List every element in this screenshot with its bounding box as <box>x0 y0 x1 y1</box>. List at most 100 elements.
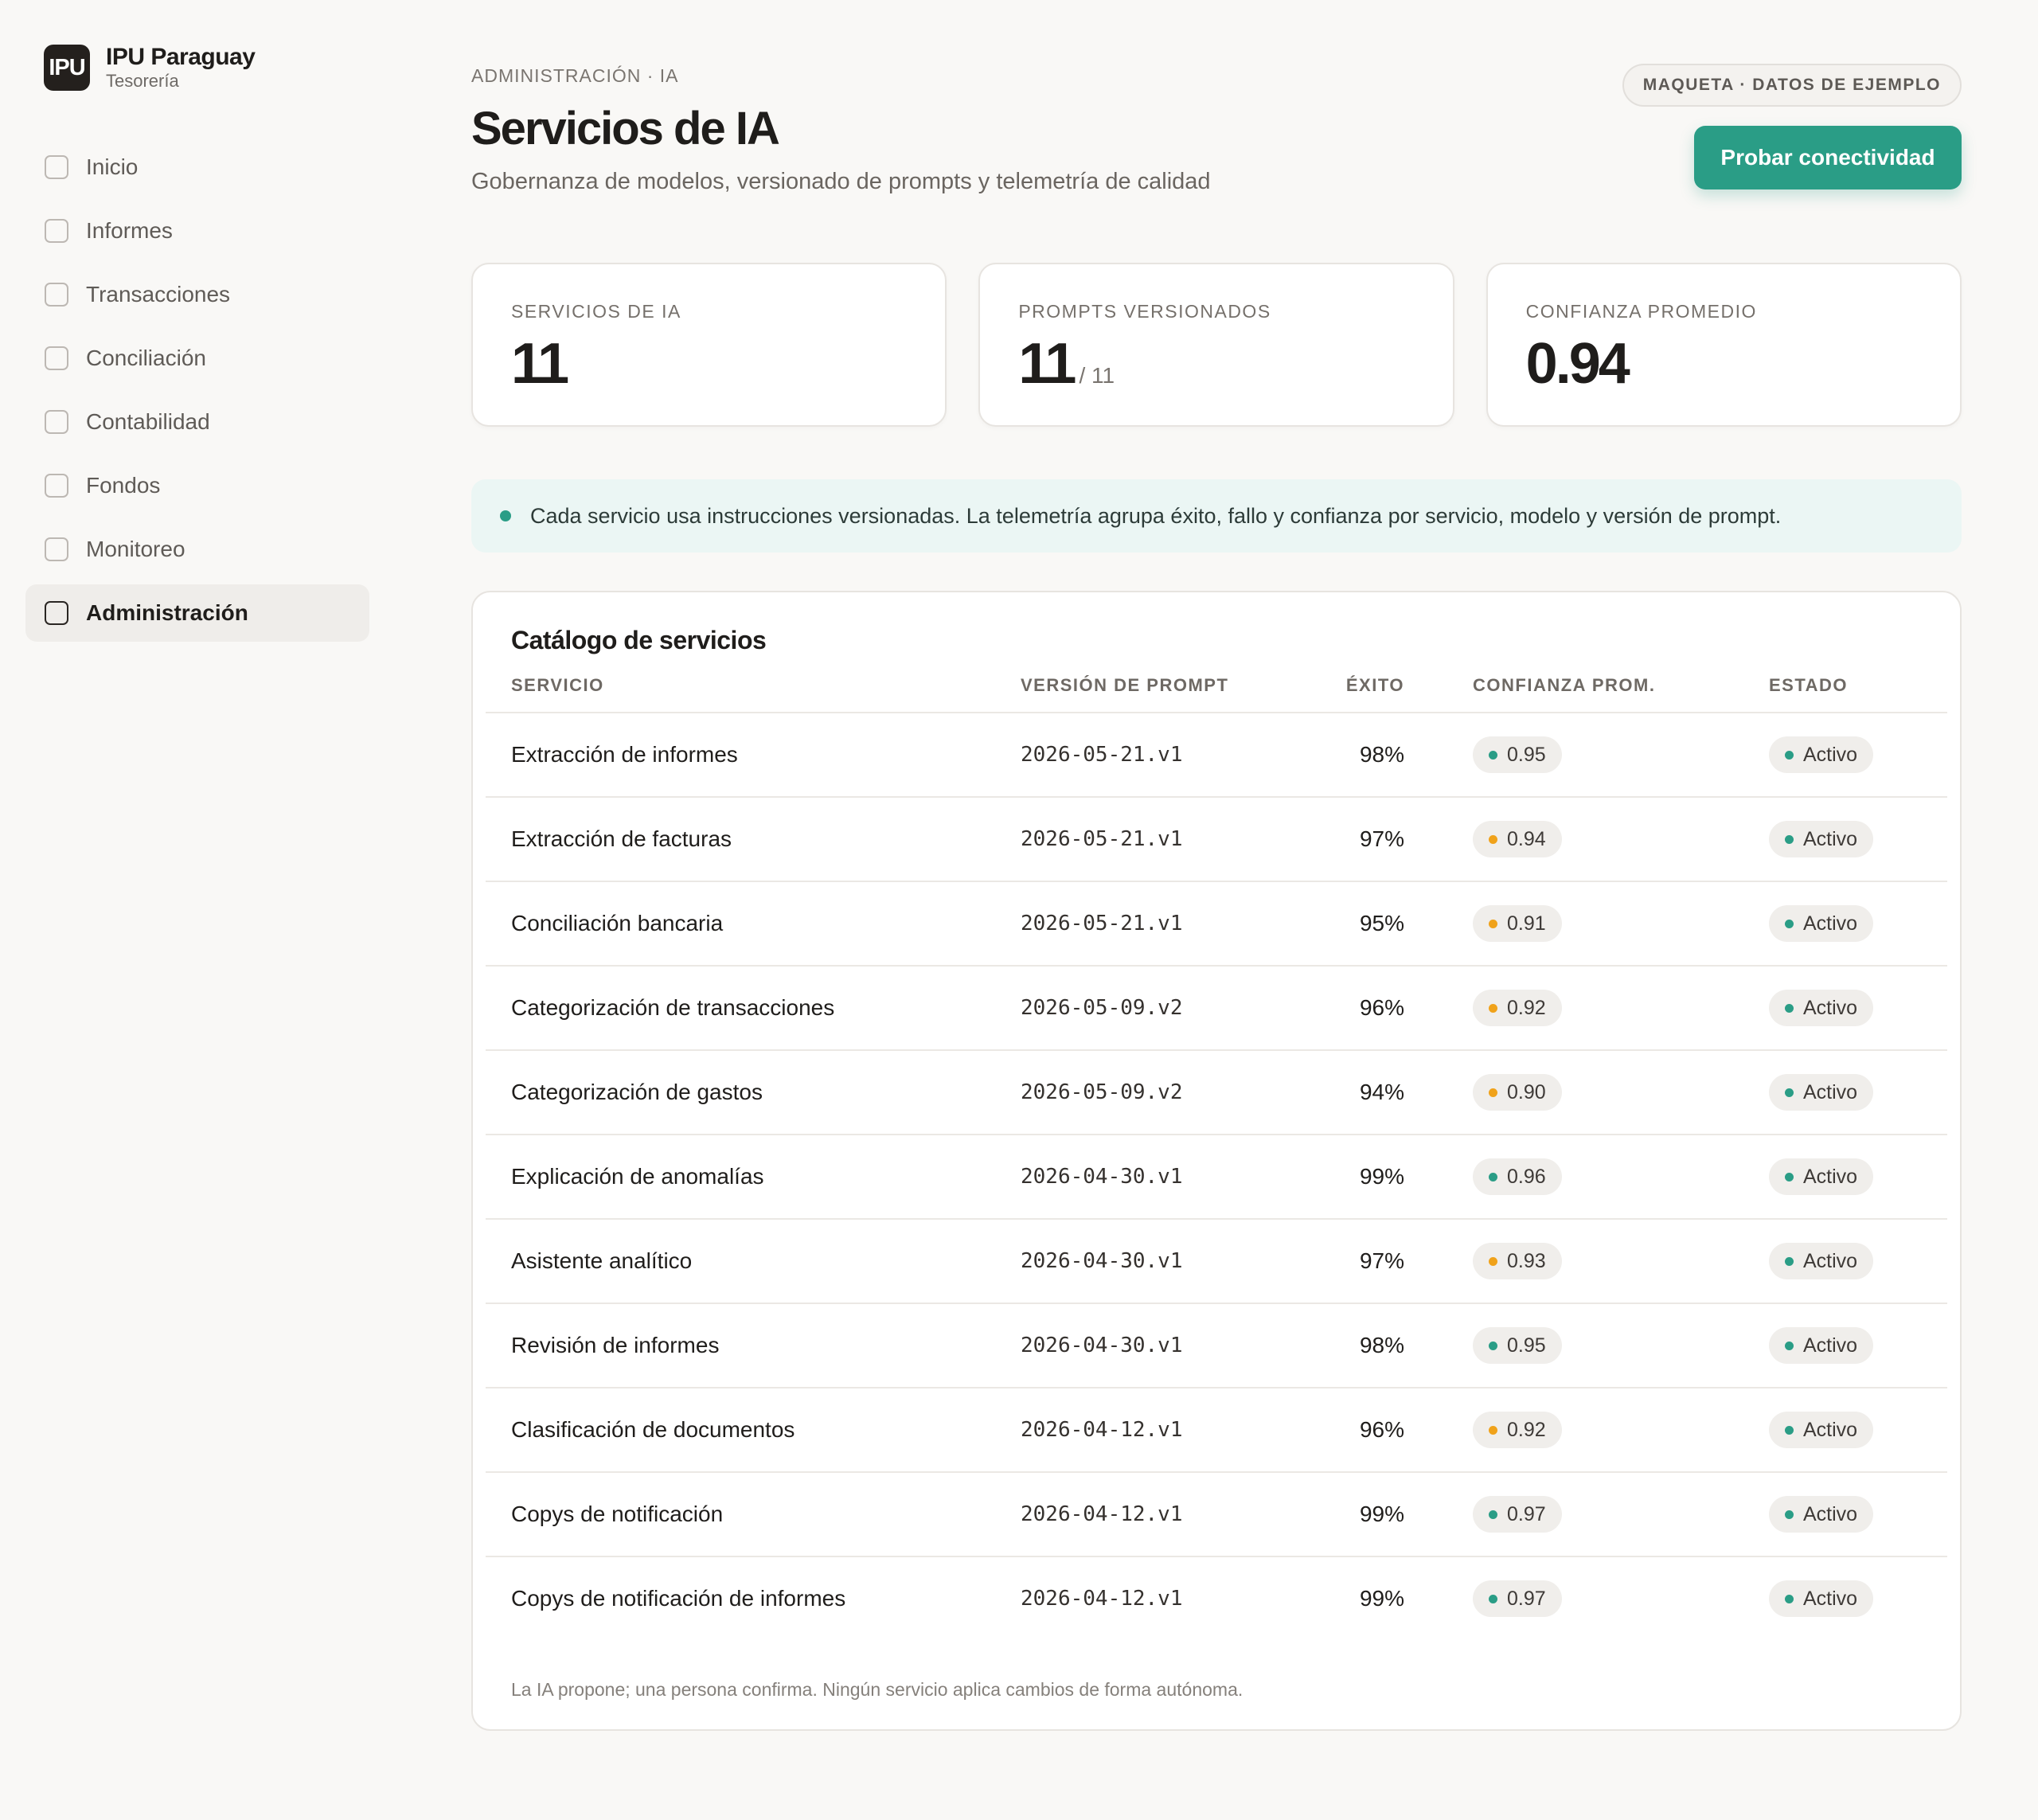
status-label: Activo <box>1803 912 1858 935</box>
confidence-dot-icon <box>1489 1088 1497 1097</box>
table-row[interactable]: Explicación de anomalías 2026-04-30.v1 99%… <box>486 1135 1947 1220</box>
success-rate: 98% <box>1359 1333 1404 1357</box>
breadcrumb: ADMINISTRACIÓN · IA <box>471 65 679 86</box>
table-row[interactable]: Copys de notificación de informes 2026-04… <box>486 1557 1947 1642</box>
stat-card-confidence: CONFIANZA PROMEDIO 0.94 <box>1486 263 1962 427</box>
status-badge: Activo <box>1769 1412 1874 1448</box>
success-rate: 99% <box>1359 1586 1404 1611</box>
column-header-version: VERSIÓN DE PROMPT <box>1021 675 1229 695</box>
status-cell: Activo <box>1769 1557 1874 1640</box>
confidence-value: 0.95 <box>1507 1334 1546 1357</box>
sidebar-item-administracion[interactable]: Administración <box>25 584 369 642</box>
status-badge: Activo <box>1769 1158 1874 1195</box>
status-badge: Activo <box>1769 1243 1874 1279</box>
status-cell: Activo <box>1769 882 1874 965</box>
status-dot-icon <box>1785 1425 1794 1435</box>
stat-number: 11 <box>511 332 569 396</box>
sidebar-item-inicio[interactable]: Inicio <box>25 139 369 196</box>
confidence-pill: 0.97 <box>1473 1580 1562 1617</box>
status-dot-icon <box>1785 834 1794 844</box>
confidence-cell: 0.97 <box>1473 1473 1562 1556</box>
confidence-pill: 0.95 <box>1473 1327 1562 1364</box>
service-name: Copys de notificación <box>511 1502 724 1526</box>
confidence-value: 0.90 <box>1507 1080 1546 1103</box>
table-row[interactable]: Categorización de gastos 2026-05-09.v2 94%… <box>486 1051 1947 1135</box>
service-name: Explicación de anomalías <box>511 1164 764 1189</box>
status-label: Activo <box>1803 743 1858 766</box>
info-dot-icon <box>500 510 511 521</box>
sidebar-item-informes[interactable]: Informes <box>25 202 369 260</box>
status-label: Activo <box>1803 1165 1858 1188</box>
table-row[interactable]: Extracción de facturas 2026-05-21.v1 97% 0.… <box>486 798 1947 882</box>
sidebar-item-transacciones[interactable]: Transacciones <box>25 266 369 323</box>
stat-value: 11/ 11 <box>1018 334 1452 406</box>
confidence-dot-icon <box>1489 834 1497 844</box>
sidebar-nav: Inicio Informes Transacciones Conciliaci… <box>25 139 369 648</box>
square-icon <box>45 537 68 561</box>
success-rate: 97% <box>1359 1248 1404 1273</box>
status-badge: Activo <box>1769 1580 1874 1617</box>
square-icon <box>45 155 68 179</box>
status-dot-icon <box>1785 1172 1794 1181</box>
confidence-value: 0.97 <box>1507 1502 1546 1525</box>
sidebar-item-contabilidad[interactable]: Contabilidad <box>25 393 369 451</box>
table-row[interactable]: Revisión de informes 2026-04-30.v1 98% 0.95… <box>486 1304 1947 1388</box>
service-name: Asistente analítico <box>511 1248 693 1273</box>
sidebar-item-conciliacion[interactable]: Conciliación <box>25 330 369 387</box>
stat-value: 11 <box>511 334 945 394</box>
test-connectivity-button[interactable]: Probar conectividad <box>1694 126 1962 189</box>
prompt-version: 2026-05-21.v1 <box>1021 743 1183 767</box>
status-label: Activo <box>1803 827 1858 850</box>
sidebar-item-label: Contabilidad <box>86 409 210 434</box>
confidence-value: 0.93 <box>1507 1249 1546 1272</box>
status-dot-icon <box>1785 1510 1794 1519</box>
table-row[interactable]: Conciliación bancaria 2026-05-21.v1 95% 0.9… <box>486 882 1947 967</box>
confidence-value: 0.91 <box>1507 912 1546 935</box>
table-row[interactable]: Clasificación de documentos 2026-04-12.v1… <box>486 1388 1947 1473</box>
status-label: Activo <box>1803 996 1858 1019</box>
brand[interactable]: IPU IPU Paraguay Tesorería <box>44 44 256 92</box>
status-cell: Activo <box>1769 1135 1874 1218</box>
sidebar-item-label: Conciliación <box>86 346 206 370</box>
stat-value: 0.94 <box>1526 334 1960 394</box>
confidence-value: 0.97 <box>1507 1587 1546 1610</box>
table-body: Extracción de informes 2026-05-21.v1 98% 0.… <box>486 713 1947 1642</box>
demo-badge: MAQUETA · DATOS DE EJEMPLO <box>1622 64 1962 107</box>
status-label: Activo <box>1803 1080 1858 1103</box>
table-row[interactable]: Categorización de transacciones 2026-05-0… <box>486 967 1947 1051</box>
confidence-cell: 0.93 <box>1473 1220 1562 1303</box>
stat-card-prompts: PROMPTS VERSIONADOS 11/ 11 <box>978 263 1454 427</box>
table-row[interactable]: Extracción de informes 2026-05-21.v1 98% 0.… <box>486 713 1947 798</box>
confidence-cell: 0.96 <box>1473 1135 1562 1218</box>
sidebar-item-monitoreo[interactable]: Monitoreo <box>25 521 369 578</box>
confidence-dot-icon <box>1489 1256 1497 1266</box>
sidebar-item-label: Administración <box>86 600 248 625</box>
confidence-pill: 0.90 <box>1473 1074 1562 1111</box>
stat-suffix: / 11 <box>1079 363 1115 388</box>
stat-card-services: SERVICIOS DE IA 11 <box>471 263 947 427</box>
table-row[interactable]: Copys de notificación 2026-04-12.v1 99% 0.9… <box>486 1473 1947 1557</box>
service-name: Categorización de transacciones <box>511 995 835 1020</box>
status-cell: Activo <box>1769 798 1874 881</box>
table-row[interactable]: Asistente analítico 2026-04-30.v1 97% 0.93 A… <box>486 1220 1947 1304</box>
confidence-cell: 0.92 <box>1473 967 1562 1049</box>
brand-subtitle: Tesorería <box>106 71 179 91</box>
status-dot-icon <box>1785 1003 1794 1013</box>
status-badge: Activo <box>1769 1327 1874 1364</box>
status-dot-icon <box>1785 1341 1794 1350</box>
success-rate: 99% <box>1359 1164 1404 1189</box>
stats-row: SERVICIOS DE IA 11 PROMPTS VERSIONADOS 1… <box>471 263 1962 427</box>
success-rate: 98% <box>1359 742 1404 767</box>
status-label: Activo <box>1803 1502 1858 1525</box>
sidebar-item-fondos[interactable]: Fondos <box>25 457 369 514</box>
square-icon <box>45 346 68 370</box>
sidebar-item-label: Transacciones <box>86 282 231 307</box>
status-label: Activo <box>1803 1334 1858 1357</box>
table-header: SERVICIO VERSIÓN DE PROMPT ÉXITO CONFIAN… <box>486 675 1947 713</box>
service-name: Revisión de informes <box>511 1333 720 1357</box>
square-icon <box>45 601 68 625</box>
status-cell: Activo <box>1769 967 1874 1049</box>
confidence-pill: 0.94 <box>1473 821 1562 857</box>
success-rate: 95% <box>1359 911 1404 935</box>
status-dot-icon <box>1785 919 1794 928</box>
